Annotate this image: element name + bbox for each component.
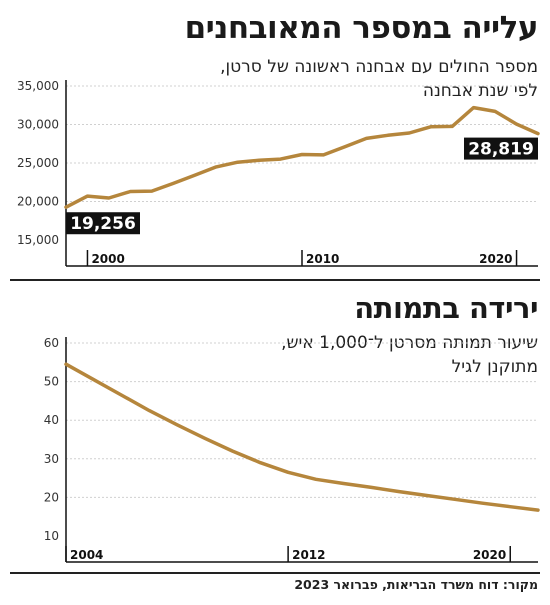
diagnoses-y-tick-label: 20,000 bbox=[17, 195, 59, 209]
diagnoses-value-label-bg bbox=[66, 212, 140, 235]
mortality-x-tick-label: 2012 bbox=[292, 548, 325, 562]
bottom-chart-subtitle: שיעור תמותה מסרטן ל־1,000 איש, מתוקנן לג… bbox=[281, 331, 538, 379]
mortality-y-tick-label: 30 bbox=[44, 452, 59, 466]
diagnoses-line-chart: 15,000 20,000 25,000 30,000 35,000 2000 2010 20… bbox=[17, 79, 540, 267]
mortality-y-tick-label: 40 bbox=[44, 413, 59, 427]
mortality-x-tick-label: 2004 bbox=[70, 548, 103, 562]
diagnoses-x-tick-label: 2000 bbox=[91, 252, 124, 266]
diagnoses-y-tick-label: 35,000 bbox=[17, 79, 59, 93]
diagnoses-series-line bbox=[64, 105, 540, 209]
diagnoses-x-tick-label: 2010 bbox=[306, 252, 339, 266]
top-chart-title: עלייה במספר המאובחנים bbox=[184, 10, 539, 46]
bottom-subtitle-line-2: מתוקנן לגיל bbox=[451, 357, 538, 377]
diagnoses-x-tick-label: 2020 bbox=[479, 252, 512, 266]
footer-divider bbox=[10, 572, 540, 574]
diagnoses-y-tick-label: 15,000 bbox=[17, 233, 59, 247]
mortality-series-line bbox=[64, 362, 540, 512]
mortality-y-tick-label: 50 bbox=[44, 375, 59, 389]
bottom-chart-title: ירידה בתמותה bbox=[354, 291, 538, 325]
diagnoses-value-label: 28,819 bbox=[468, 140, 534, 160]
mortality-y-tick-label: 20 bbox=[44, 490, 59, 504]
source-note: מקור: דוח משרד הבריאות, פברואר 2023 bbox=[294, 577, 538, 592]
diagnoses-value-label-bg bbox=[464, 137, 538, 160]
diagnoses-value-label: 19,256 bbox=[70, 214, 136, 234]
diagnoses-y-tick-label: 25,000 bbox=[17, 156, 59, 170]
section-divider bbox=[10, 279, 540, 281]
top-subtitle-line-1: מספר החולים עם אבחנה ראשונה של סרטן, bbox=[220, 57, 538, 77]
mortality-y-tick-label: 60 bbox=[44, 336, 59, 350]
mortality-y-tick-label: 10 bbox=[44, 529, 59, 543]
mortality-x-tick-label: 2020 bbox=[473, 548, 506, 562]
diagnoses-y-tick-label: 30,000 bbox=[17, 118, 59, 132]
